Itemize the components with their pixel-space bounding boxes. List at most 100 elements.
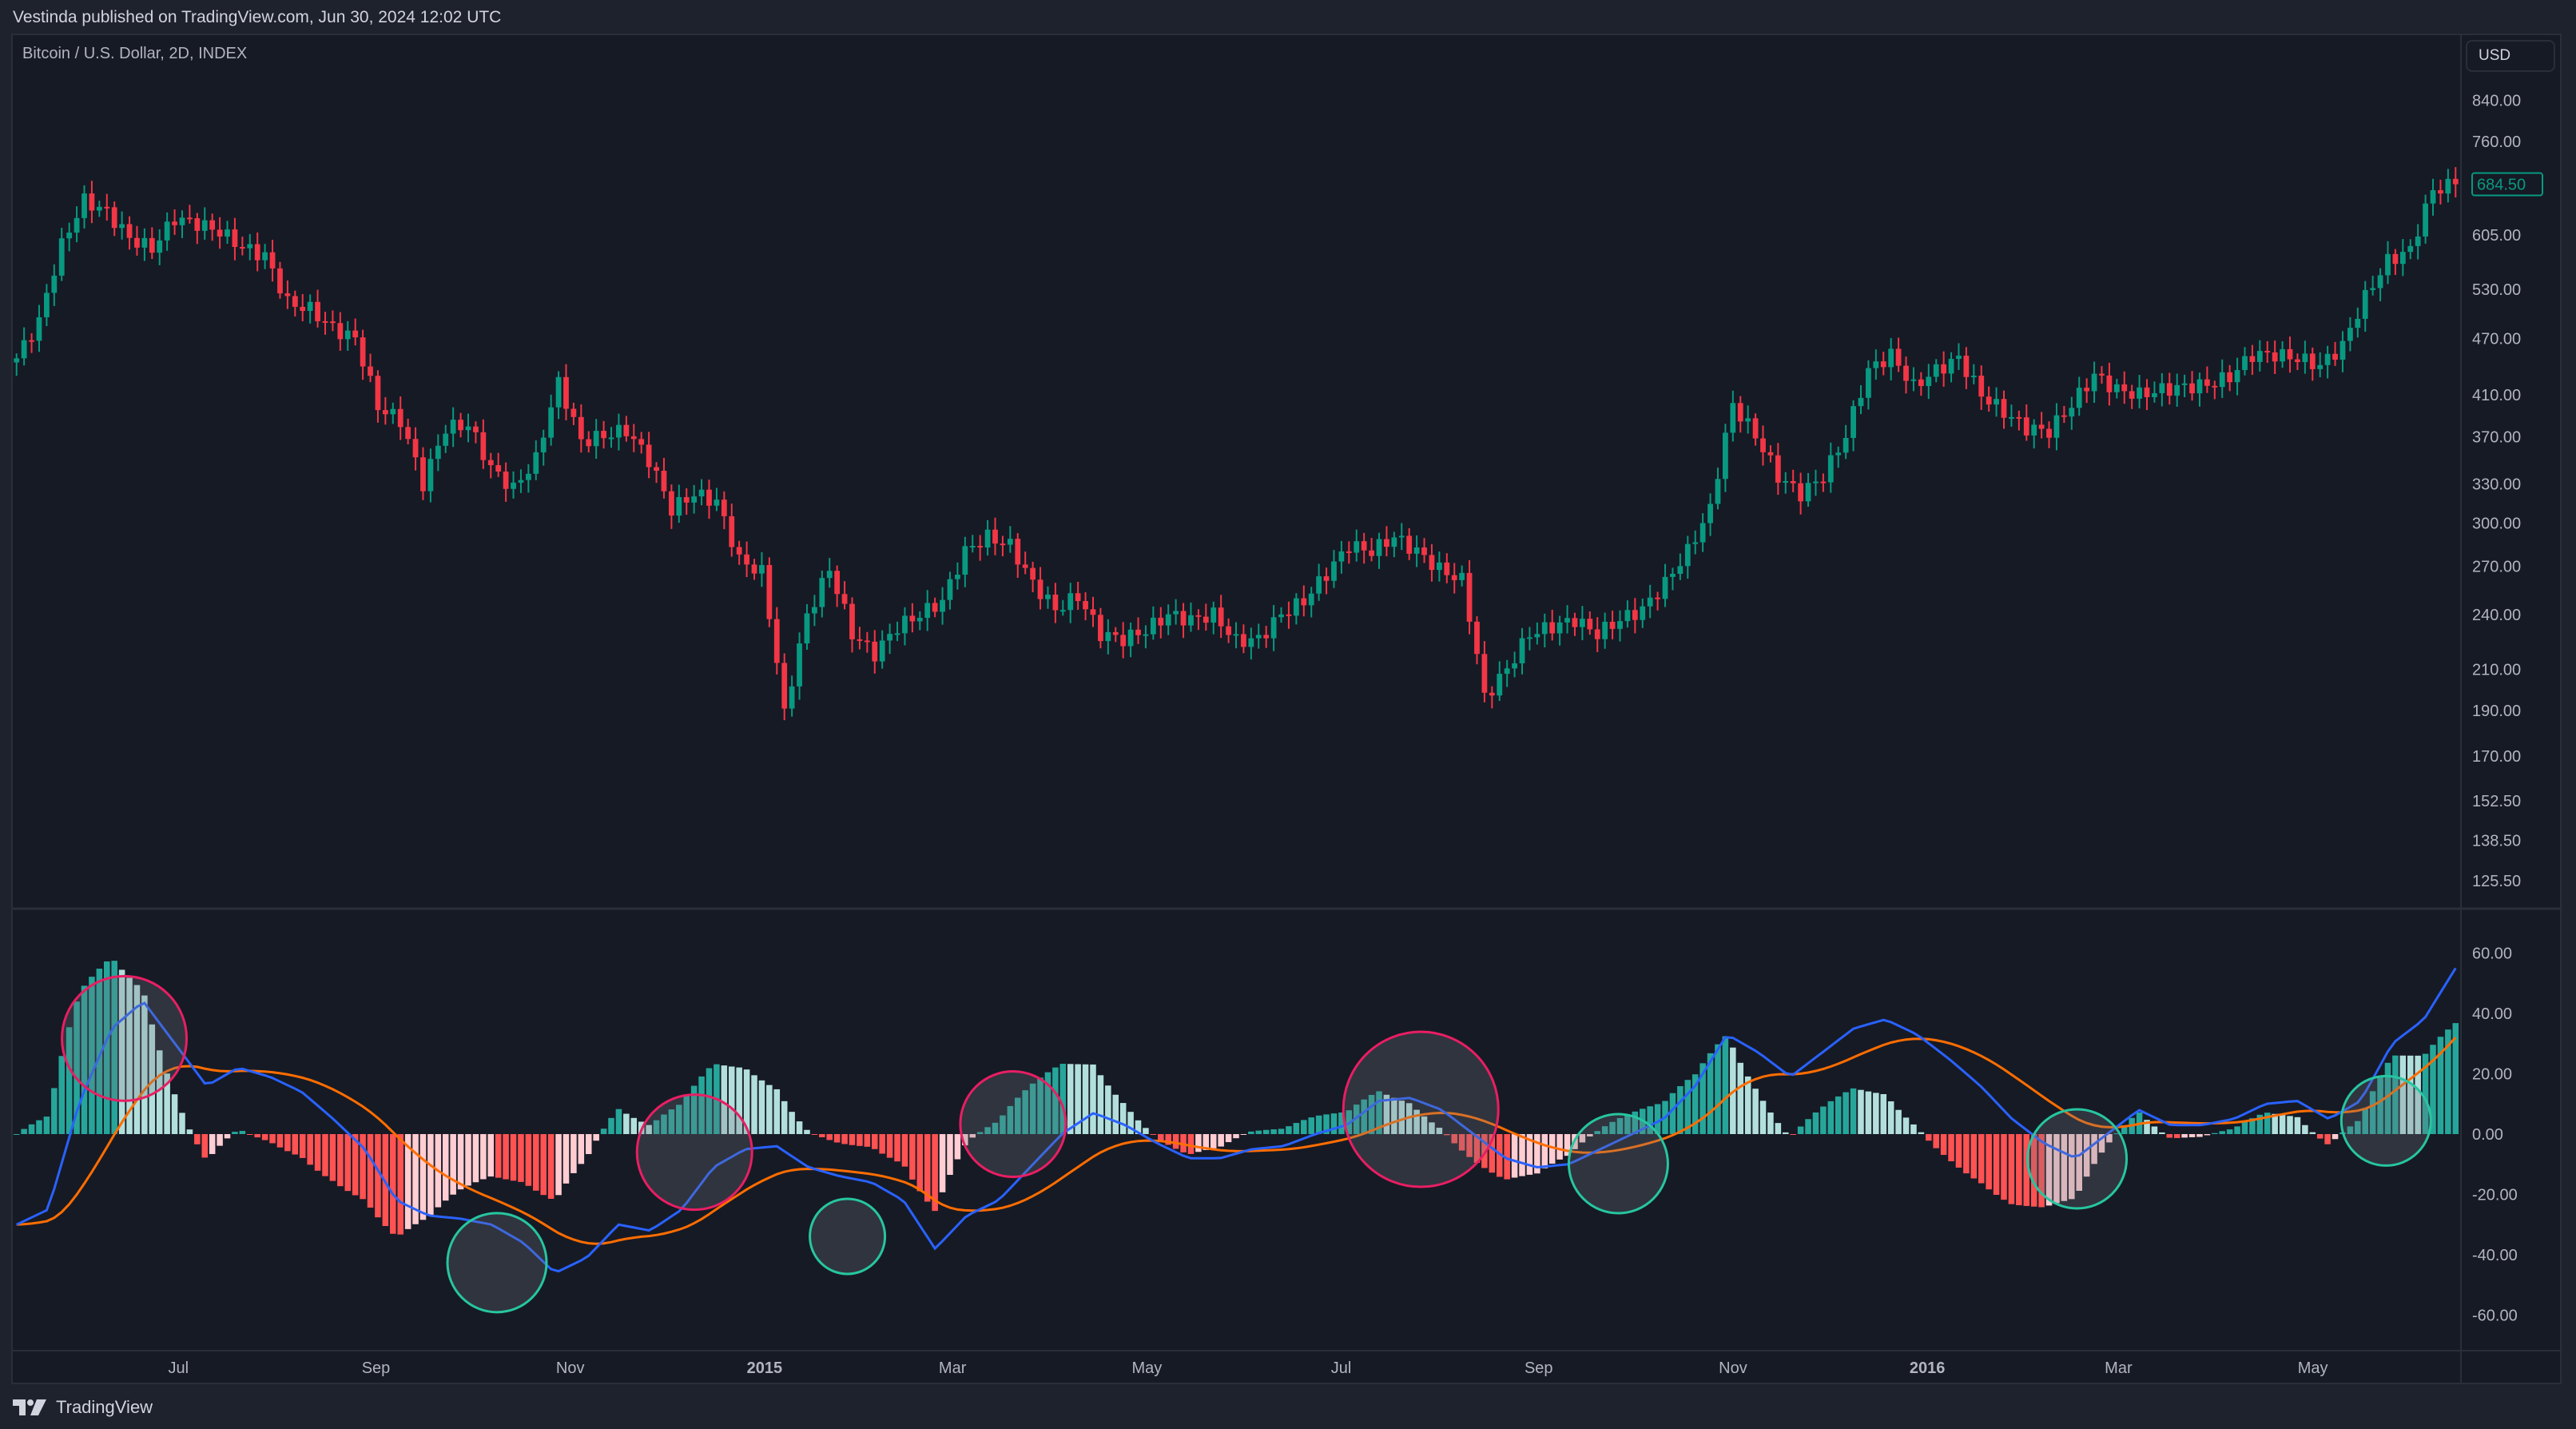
histogram-bar bbox=[615, 1109, 622, 1134]
histogram-bar bbox=[1978, 1134, 1985, 1184]
histogram-bar bbox=[2173, 1134, 2180, 1138]
histogram-bar bbox=[284, 1134, 291, 1152]
price-tick-label: 170.00 bbox=[2472, 748, 2521, 766]
histogram-bar bbox=[269, 1134, 276, 1144]
histogram-bar bbox=[1007, 1105, 1014, 1134]
histogram-bar bbox=[2272, 1113, 2278, 1134]
candle-body bbox=[511, 482, 516, 489]
candle-body bbox=[916, 618, 923, 622]
price-tick-label: 330.00 bbox=[2472, 476, 2521, 493]
candle-body bbox=[1158, 617, 1164, 626]
candle-body bbox=[1286, 614, 1292, 616]
histogram-bar bbox=[939, 1134, 946, 1192]
candle-body bbox=[1120, 635, 1127, 647]
candle-body bbox=[1994, 399, 1999, 405]
histogram-bar bbox=[698, 1076, 705, 1134]
histogram-bar bbox=[201, 1134, 209, 1158]
histogram-bar bbox=[1677, 1086, 1684, 1134]
candle-body bbox=[1873, 361, 1879, 368]
macd-line bbox=[16, 967, 2457, 1273]
histogram-bar bbox=[1248, 1131, 1254, 1134]
price-tick-label: 760.00 bbox=[2472, 133, 2521, 151]
histogram-bar bbox=[833, 1134, 841, 1143]
candle-body bbox=[1783, 480, 1789, 483]
candle-body bbox=[2264, 351, 2271, 353]
candle-body bbox=[2242, 356, 2248, 371]
candle-body bbox=[330, 321, 336, 324]
histogram-bar bbox=[1150, 1134, 1157, 1135]
histogram-bar bbox=[1783, 1132, 1789, 1134]
histogram-bar bbox=[126, 977, 133, 1134]
candle-body bbox=[1579, 619, 1585, 627]
candle-body bbox=[826, 571, 833, 579]
histogram-bar bbox=[849, 1134, 856, 1145]
histogram-bar bbox=[36, 1120, 42, 1134]
candle-body bbox=[1489, 692, 1495, 696]
histogram-bar bbox=[427, 1134, 434, 1215]
currency-button[interactable]: USD bbox=[2466, 40, 2555, 72]
histogram-bar bbox=[1458, 1134, 1465, 1151]
candle-body bbox=[1436, 562, 1442, 571]
candle-body bbox=[74, 217, 80, 233]
histogram-bar bbox=[1165, 1134, 1171, 1145]
histogram-bar bbox=[1880, 1093, 1887, 1134]
candle-body bbox=[1730, 403, 1736, 433]
candle-body bbox=[1707, 504, 1713, 523]
histogram-bar bbox=[608, 1117, 614, 1134]
candle-body bbox=[2159, 383, 2165, 393]
candle-body bbox=[691, 496, 698, 503]
histogram-bar bbox=[2023, 1134, 2030, 1206]
candle-body bbox=[1723, 432, 1728, 480]
candle-body bbox=[2219, 372, 2225, 388]
candle-body bbox=[111, 207, 117, 229]
price-tick-label: 530.00 bbox=[2472, 281, 2521, 299]
candle-body bbox=[1504, 668, 1510, 675]
candle-body bbox=[2280, 348, 2285, 362]
candle-body bbox=[1150, 617, 1156, 635]
histogram-bar bbox=[239, 1131, 246, 1134]
candle-body bbox=[503, 472, 509, 489]
candle-body bbox=[2212, 385, 2218, 388]
candle-body bbox=[2038, 424, 2045, 429]
candle-body bbox=[1210, 607, 1217, 623]
histogram-bar bbox=[1564, 1134, 1571, 1156]
candle-body bbox=[608, 437, 614, 440]
candle-body bbox=[2407, 245, 2414, 253]
candle-body bbox=[14, 358, 20, 363]
histogram-bar bbox=[2204, 1134, 2211, 1136]
histogram-bar bbox=[503, 1134, 509, 1180]
candle-body bbox=[955, 575, 960, 579]
candle-body bbox=[2385, 253, 2391, 276]
candle-body bbox=[1866, 368, 1871, 398]
histogram-bar bbox=[457, 1134, 464, 1190]
candle-body bbox=[1926, 376, 1932, 387]
histogram-bar bbox=[487, 1134, 495, 1177]
candle-body bbox=[1098, 615, 1103, 642]
candle-body bbox=[2152, 392, 2157, 397]
candle-body bbox=[1037, 579, 1044, 599]
histogram-bar bbox=[397, 1134, 403, 1235]
candle-body bbox=[1180, 611, 1187, 626]
histogram-bar bbox=[690, 1085, 698, 1134]
histogram-bar bbox=[337, 1134, 344, 1187]
annotation-circle-bearish bbox=[959, 1070, 1067, 1179]
histogram-bar bbox=[217, 1134, 223, 1146]
candle-body bbox=[179, 217, 185, 225]
tradingview-logo[interactable]: TradingView bbox=[13, 1397, 153, 1418]
candle-body bbox=[209, 220, 216, 230]
candle-body bbox=[646, 444, 652, 468]
histogram-bar bbox=[1489, 1134, 1496, 1173]
candle-body bbox=[902, 615, 908, 634]
candle-body bbox=[1640, 606, 1646, 620]
histogram-bar bbox=[683, 1096, 690, 1134]
histogram-bar bbox=[2113, 1133, 2121, 1135]
histogram-bar bbox=[96, 968, 103, 1134]
histogram-bar bbox=[841, 1134, 848, 1144]
histogram-bar bbox=[2121, 1124, 2128, 1134]
histogram-bar bbox=[1105, 1085, 1111, 1134]
price-tick-label: 840.00 bbox=[2472, 92, 2521, 109]
candle-body bbox=[322, 320, 328, 323]
candle-body bbox=[940, 599, 945, 612]
histogram-bar bbox=[2098, 1134, 2105, 1153]
